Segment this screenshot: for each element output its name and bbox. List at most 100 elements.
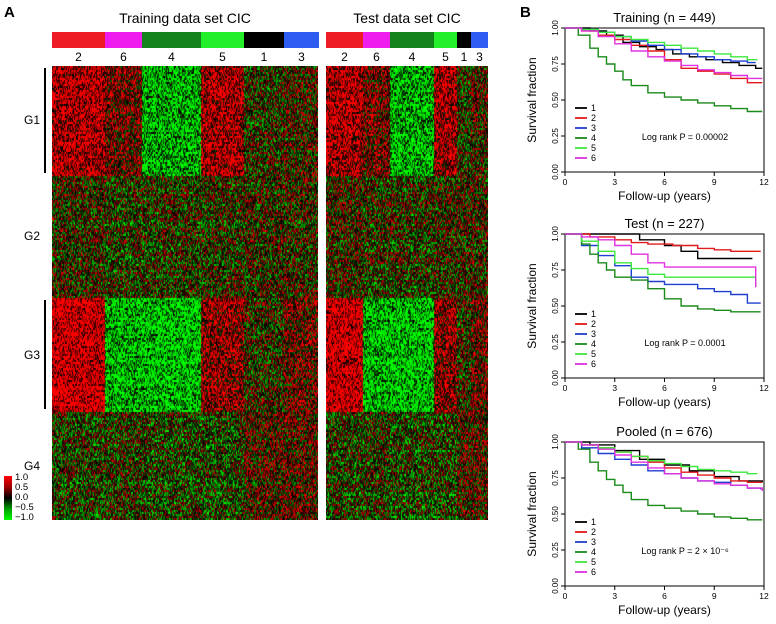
km-y-tick-label: 0.00 bbox=[551, 578, 560, 594]
km-y-tick-label: 0.00 bbox=[551, 370, 560, 386]
km-legend-label-6: 6 bbox=[591, 567, 596, 577]
test-cluster-label-5: 5 bbox=[442, 50, 449, 64]
km-curve-series-4 bbox=[565, 233, 761, 313]
km-y-tick-label: 0.25 bbox=[551, 334, 560, 350]
panel-a-letter: A bbox=[4, 4, 15, 21]
km-y-axis-label: Survival fraction bbox=[525, 263, 539, 348]
km-curve-series-2 bbox=[565, 233, 761, 252]
km-y-tick-label: 0.50 bbox=[551, 92, 560, 108]
training-cluster-bar: 2 6 4 5 1 3 bbox=[52, 32, 319, 66]
km-legend-label-4: 4 bbox=[591, 133, 596, 143]
test-cluster-label-2: 2 bbox=[341, 50, 348, 64]
km-legend-label-6: 6 bbox=[591, 359, 596, 369]
training-cluster-swatch-4 bbox=[142, 32, 201, 48]
training-cluster-swatch-1 bbox=[244, 32, 284, 48]
km-legend-label-5: 5 bbox=[591, 349, 596, 359]
gene-group-bracket-G1 bbox=[44, 68, 46, 173]
training-cluster-swatch-5 bbox=[201, 32, 244, 48]
km-title: Training (n = 449) bbox=[613, 10, 716, 25]
test-cluster-swatch-6 bbox=[363, 32, 390, 48]
km-x-tick-label: 9 bbox=[712, 591, 717, 601]
km-x-tick-label: 12 bbox=[759, 383, 769, 393]
km-x-tick-label: 3 bbox=[612, 177, 617, 187]
km-x-axis-label: Follow-up (years) bbox=[618, 395, 711, 409]
test-cluster-label-1: 1 bbox=[460, 50, 468, 64]
km-legend-label-1: 1 bbox=[591, 309, 596, 319]
gene-group-label-G1: G1 bbox=[24, 113, 41, 128]
km-legend-label-2: 2 bbox=[591, 113, 596, 123]
color-legend-label: 1.0 bbox=[15, 472, 29, 483]
km-x-axis-label: Follow-up (years) bbox=[618, 603, 711, 617]
gene-group-labels: G1 G2 G3 G4 bbox=[0, 66, 52, 520]
km-plot-pooled: Pooled (n = 676) 0.00 0.25 0.50 0.75 1.00 0 3 6 9… bbox=[525, 424, 769, 617]
km-y-tick-label: 0.50 bbox=[551, 298, 560, 314]
km-y-tick-label: 1.00 bbox=[551, 434, 560, 450]
km-y-tick-label: 0.50 bbox=[551, 506, 560, 522]
training-cluster-label-1: 1 bbox=[260, 50, 268, 64]
km-legend-label-4: 4 bbox=[591, 547, 596, 557]
training-cluster-label-2: 2 bbox=[75, 50, 82, 64]
km-legend-label-1: 1 bbox=[591, 103, 596, 113]
km-x-tick-label: 3 bbox=[612, 383, 617, 393]
km-legend-label-1: 1 bbox=[591, 517, 596, 527]
heatmap-color-legend: 1.0 0.5 0.0 −0.5 −1.0 bbox=[4, 473, 49, 523]
km-x-tick-label: 9 bbox=[712, 177, 717, 187]
training-cluster-swatch-2 bbox=[52, 32, 105, 48]
km-x-tick-label: 0 bbox=[563, 177, 568, 187]
training-cluster-label-6: 6 bbox=[120, 50, 127, 64]
km-y-tick-label: 0.75 bbox=[551, 56, 560, 72]
km-curve-series-6 bbox=[565, 233, 757, 288]
gene-group-bracket-G3 bbox=[44, 299, 46, 410]
training-cluster-label-4: 4 bbox=[168, 50, 175, 64]
km-x-tick-label: 6 bbox=[662, 177, 667, 187]
color-legend-label: 0.0 bbox=[15, 492, 29, 503]
training-heatmap-title: Training data set CIC bbox=[119, 10, 251, 26]
km-legend-label-3: 3 bbox=[591, 537, 596, 547]
km-y-tick-label: 0.25 bbox=[551, 542, 560, 558]
km-y-axis-label: Survival fraction bbox=[525, 57, 539, 142]
km-x-tick-label: 6 bbox=[662, 383, 667, 393]
training-cluster-swatch-6 bbox=[105, 32, 142, 48]
km-curve-series-3 bbox=[565, 233, 761, 304]
km-y-tick-label: 0.00 bbox=[551, 164, 560, 180]
km-x-tick-label: 9 bbox=[712, 383, 717, 393]
km-curve-series-1 bbox=[565, 27, 763, 69]
panel-b-letter: B bbox=[520, 4, 531, 21]
km-legend-label-2: 2 bbox=[591, 527, 596, 537]
km-x-tick-label: 3 bbox=[612, 591, 617, 601]
test-cluster-swatch-1 bbox=[457, 32, 471, 48]
km-y-tick-label: 1.00 bbox=[551, 20, 560, 36]
test-cluster-label-6: 6 bbox=[373, 50, 380, 64]
color-legend-labels: 1.0 0.5 0.0 −0.5 −1.0 bbox=[15, 473, 49, 523]
km-curve-series-6 bbox=[565, 441, 763, 491]
km-legend-label-2: 2 bbox=[591, 319, 596, 329]
km-logrank-annotation: Log rank P = 2 × 10⁻⁶ bbox=[641, 546, 729, 556]
test-cluster-swatch-5 bbox=[434, 32, 457, 48]
km-x-tick-label: 12 bbox=[759, 177, 769, 187]
km-curve-series-2 bbox=[565, 27, 763, 84]
km-curve-series-4 bbox=[565, 27, 763, 113]
km-curve-series-5 bbox=[565, 441, 758, 475]
training-cluster-label-5: 5 bbox=[219, 50, 226, 64]
km-plot-test: Test (n = 227) 0.00 0.25 0.50 0.75 1.00 0 3 6 9 12… bbox=[525, 216, 769, 409]
km-y-tick-label: 1.00 bbox=[551, 226, 560, 242]
km-curve-series-3 bbox=[565, 441, 762, 490]
km-curve-series-5 bbox=[565, 233, 757, 288]
test-cluster-swatch-2 bbox=[326, 32, 363, 48]
km-legend-label-5: 5 bbox=[591, 143, 596, 153]
km-curve-series-5 bbox=[565, 27, 758, 61]
test-cluster-label-4: 4 bbox=[408, 50, 416, 64]
km-x-tick-label: 6 bbox=[662, 591, 667, 601]
color-legend-label: −0.5 bbox=[15, 502, 34, 513]
test-cluster-swatch-3 bbox=[471, 32, 488, 48]
km-x-tick-label: 0 bbox=[563, 383, 568, 393]
km-y-tick-label: 0.75 bbox=[551, 262, 560, 278]
training-cluster-swatch-3 bbox=[284, 32, 319, 48]
km-legend-label-5: 5 bbox=[591, 557, 596, 567]
km-x-tick-label: 0 bbox=[563, 591, 568, 601]
color-legend-label: 0.5 bbox=[15, 482, 29, 493]
km-y-tick-label: 0.75 bbox=[551, 470, 560, 486]
color-legend-label: −1.0 bbox=[15, 512, 34, 523]
training-cluster-label-3: 3 bbox=[298, 50, 305, 64]
